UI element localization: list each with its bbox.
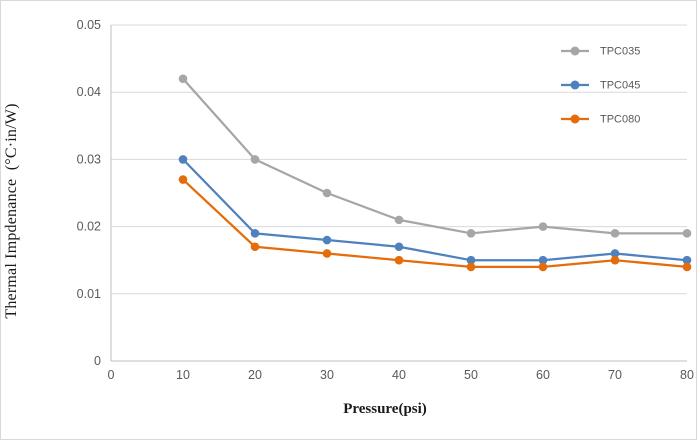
svg-text:70: 70 [608,368,622,382]
svg-text:0.05: 0.05 [77,18,101,32]
svg-text:30: 30 [320,368,334,382]
svg-text:0.02: 0.02 [77,220,101,234]
svg-text:0: 0 [94,354,101,368]
svg-text:0.04: 0.04 [77,85,101,99]
svg-text:80: 80 [680,368,694,382]
svg-text:10: 10 [176,368,190,382]
svg-text:40: 40 [392,368,406,382]
svg-text:TPC080: TPC080 [600,114,640,126]
svg-text:0.03: 0.03 [77,152,101,166]
svg-text:60: 60 [536,368,550,382]
svg-text:TPC045: TPC045 [600,80,640,92]
svg-text:0: 0 [108,368,115,382]
svg-text:TPC035: TPC035 [600,46,640,58]
svg-text:0.01: 0.01 [77,287,101,301]
svg-text:50: 50 [464,368,478,382]
svg-text:20: 20 [248,368,262,382]
